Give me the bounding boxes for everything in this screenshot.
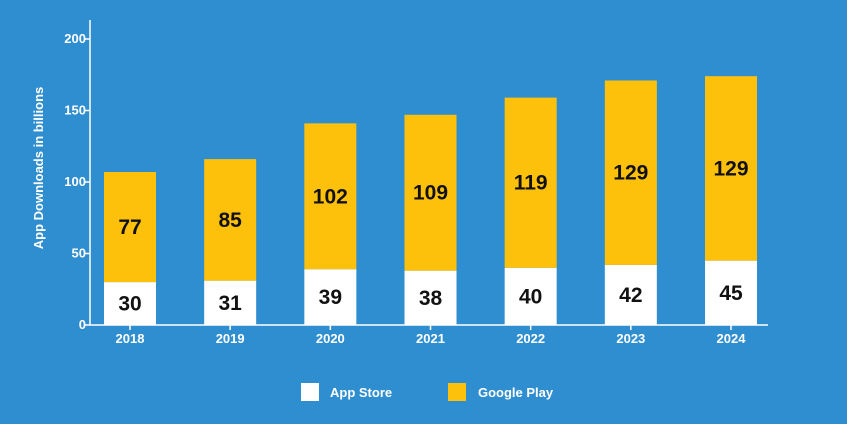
legend-swatch [301,383,319,401]
y-axis: 0 50 100 150 200 App Downloads in billions [31,20,91,332]
data-label: 45 [719,282,743,305]
y-axis-label: App Downloads in billions [31,87,46,250]
data-label: 42 [619,284,642,307]
x-tick-label: 2023 [616,331,645,346]
legend: App Store Google Play [301,383,554,401]
data-label: 129 [713,157,748,180]
data-label: 39 [319,286,342,309]
data-label: 30 [118,293,141,316]
legend-swatch [448,383,466,401]
bar-segment-google-play [705,76,757,261]
data-label: 109 [413,182,448,205]
bar-segment-app-store [104,282,156,325]
bar-segment-app-store [504,267,557,325]
bar-segment-app-store [304,269,357,325]
bar-segment-google-play [304,123,357,270]
legend-label: App Store [330,385,392,400]
y-tick-label: 150 [64,103,86,118]
data-label: 77 [118,216,141,239]
data-label: 102 [313,185,348,208]
bar-segment-google-play [504,97,557,268]
data-label: 40 [519,285,542,308]
bar-segment-app-store [404,270,457,325]
bar-segment-google-play [604,80,657,265]
bar-segment-app-store [604,264,657,325]
bars: 30 77 31 85 39 102 38 109 40 119 42 129 45 129 [104,76,757,325]
bar-segment-app-store [705,260,757,325]
data-label: 129 [613,162,648,185]
y-tick-label: 200 [64,31,86,46]
x-tick-label: 2022 [516,331,545,346]
x-tick-label: 2024 [717,331,747,346]
bar-segment-google-play [104,171,156,283]
bar-segment-google-play [404,114,457,271]
x-axis: 2018 2019 2020 2021 2022 2023 2024 [90,324,768,346]
bar-segment-app-store [204,280,257,325]
y-tick-label: 50 [72,246,86,261]
data-label: 85 [218,209,242,232]
x-tick-label: 2021 [416,331,445,346]
y-tick-label: 100 [64,174,86,189]
legend-label: Google Play [478,385,554,400]
y-tick-label: 0 [79,317,86,332]
data-label: 119 [514,172,548,195]
x-tick-label: 2020 [316,331,345,346]
data-label: 31 [218,292,242,315]
bar-segment-google-play [204,159,257,281]
x-tick-label: 2019 [216,331,245,346]
data-label: 38 [419,287,443,310]
x-tick-label: 2018 [116,331,145,346]
